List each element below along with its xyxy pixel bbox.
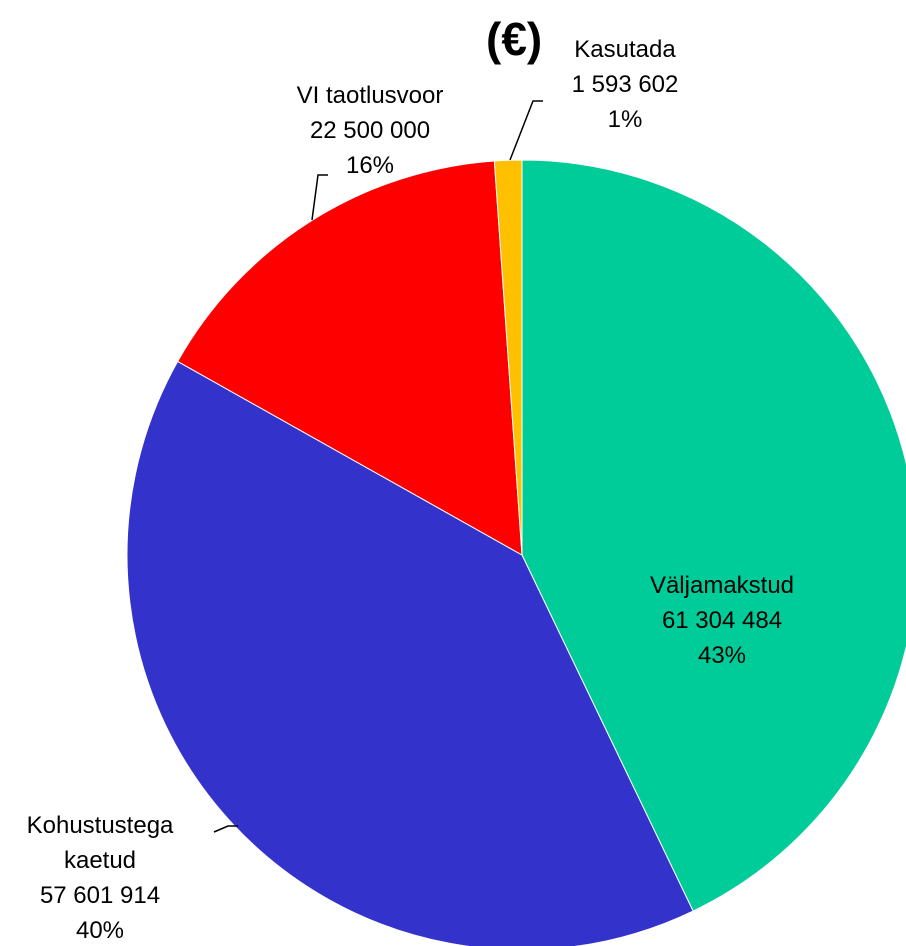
chart-title: (€) (486, 13, 543, 65)
label-value: 57 601 914 (39, 882, 161, 909)
pie-slice (493, 159, 523, 556)
data-label: VI taotlusvoor 22 500 000 16% (250, 78, 490, 183)
leader-line (311, 174, 328, 221)
label-name: Kohustustega kaetud (26, 812, 174, 874)
label-value: 1 593 602 (571, 71, 679, 98)
pie-slice (177, 160, 523, 556)
data-label: Kasutada 1 593 602 1% (545, 32, 705, 137)
pie-slice (126, 360, 694, 946)
data-label: Väljamakstud 61 304 484 43% (622, 568, 822, 673)
label-percent: 1% (607, 106, 643, 133)
label-percent: 43% (697, 642, 747, 669)
label-percent: 16% (345, 152, 395, 179)
label-name: Väljamakstud (649, 572, 795, 599)
label-value: 61 304 484 (661, 607, 783, 634)
leader-line (509, 100, 543, 161)
label-percent: 40% (75, 917, 125, 944)
label-value: 22 500 000 (309, 117, 431, 144)
pie-slice (521, 159, 906, 912)
data-label: Kohustustega kaetud 57 601 914 40% (0, 808, 200, 946)
label-name: Kasutada (574, 36, 676, 63)
leader-line (213, 825, 238, 833)
label-name: VI taotlusvoor (296, 82, 444, 109)
